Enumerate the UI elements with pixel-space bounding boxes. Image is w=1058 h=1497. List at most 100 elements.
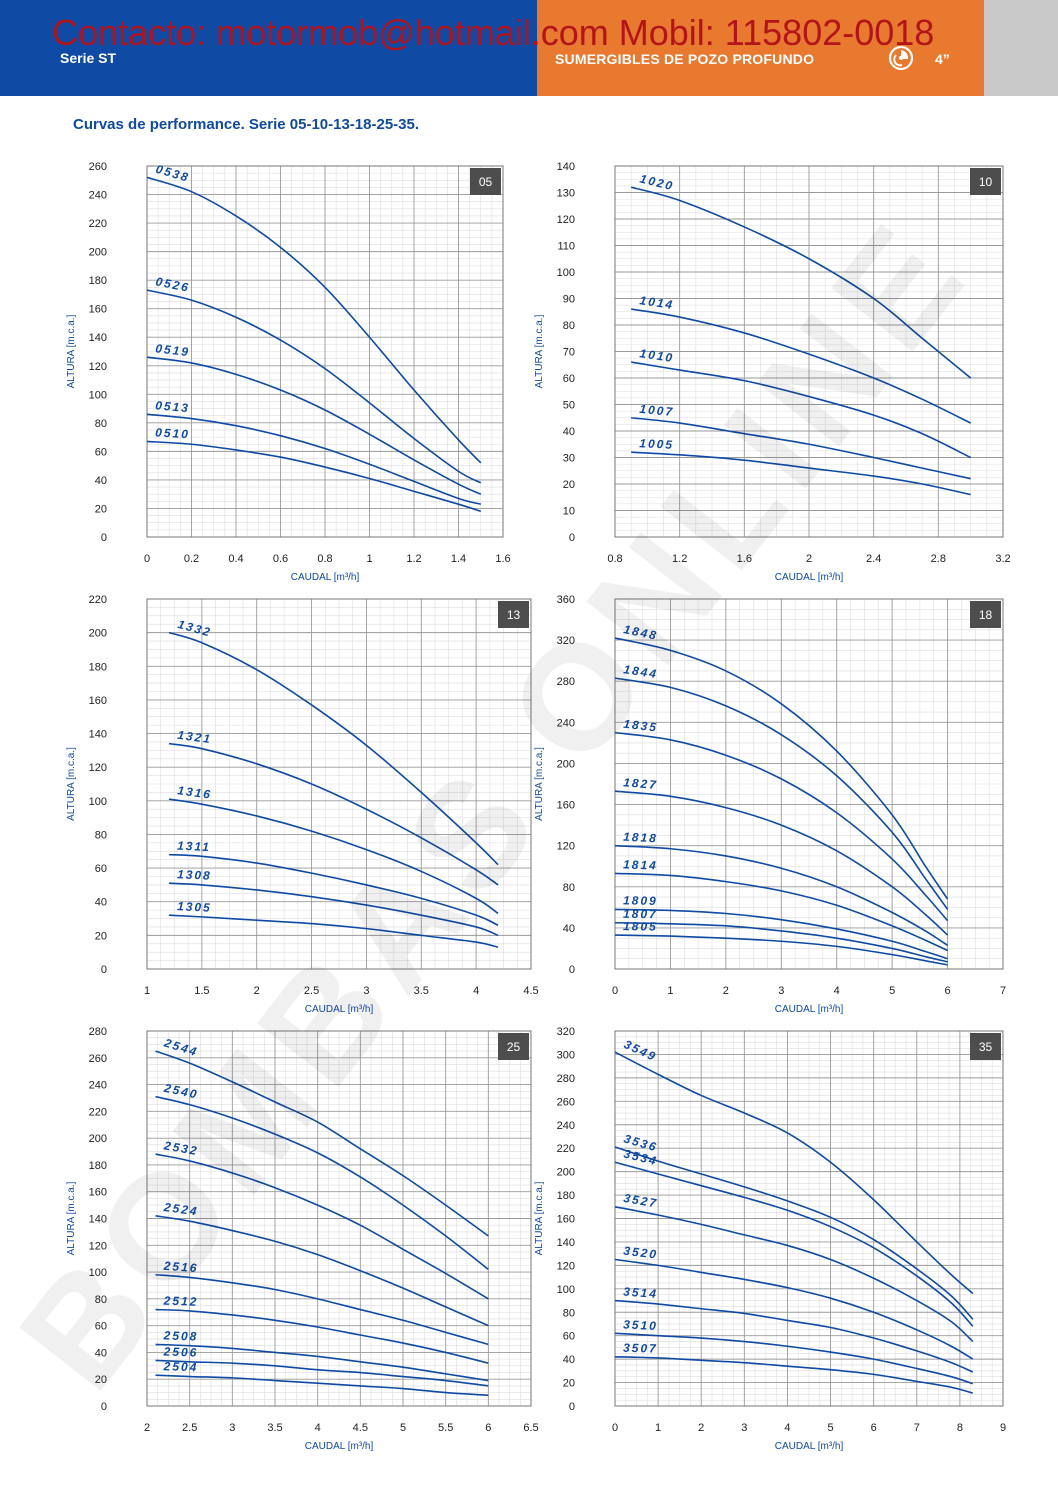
curve-1814 bbox=[614, 872, 948, 952]
x-tick-label: 1.2 bbox=[672, 553, 687, 565]
y-tick-label: 60 bbox=[95, 1321, 107, 1333]
contact-banner: Contacto: motormob@hotmail.com Mobil: 11… bbox=[52, 12, 935, 53]
y-tick-label: 200 bbox=[557, 758, 575, 770]
y-tick-label: 60 bbox=[563, 1331, 575, 1343]
curve-3536 bbox=[614, 1146, 974, 1320]
x-tick-label: 1 bbox=[144, 985, 150, 997]
y-axis-label: ALTURA [m.c.a.] bbox=[534, 1181, 545, 1255]
x-tick-label: 1 bbox=[655, 1422, 661, 1434]
curve-1827 bbox=[614, 790, 949, 936]
curve-1308 bbox=[168, 882, 499, 937]
y-tick-label: 40 bbox=[95, 897, 107, 909]
x-tick-label: 1.6 bbox=[495, 553, 510, 565]
x-tick-label: 2 bbox=[698, 1422, 704, 1434]
plot-frame bbox=[146, 1030, 532, 1407]
y-tick-label: 260 bbox=[89, 1053, 107, 1065]
y-tick-label: 280 bbox=[557, 1073, 575, 1085]
y-tick-label: 160 bbox=[557, 800, 575, 812]
curve-2506 bbox=[155, 1359, 489, 1387]
curve-0513 bbox=[146, 413, 481, 505]
curve-label: 1007 bbox=[639, 402, 675, 419]
y-tick-label: 20 bbox=[563, 1378, 575, 1390]
y-tick-label: 180 bbox=[89, 661, 107, 673]
y-tick-label: 120 bbox=[557, 214, 575, 226]
curve-1835 bbox=[614, 731, 949, 922]
chart-05: 0 0.2 0.4 0.6 0.8 1 1.2 1.4 1.6 0 20 40 60 80 100 120 14… bbox=[66, 161, 511, 583]
y-tick-label: 20 bbox=[95, 1374, 107, 1386]
x-axis-label: CAUDAL [m³/h] bbox=[775, 1441, 844, 1452]
curve-label: 1010 bbox=[639, 346, 675, 365]
y-tick-label: 40 bbox=[563, 1354, 575, 1366]
series-badge-label: 13 bbox=[507, 608, 521, 622]
y-tick-label: 0 bbox=[101, 1401, 107, 1413]
x-tick-label: 2.4 bbox=[866, 553, 881, 565]
y-tick-label: 10 bbox=[563, 506, 575, 518]
x-tick-label: 6.5 bbox=[523, 1422, 538, 1434]
y-tick-label: 0 bbox=[101, 964, 107, 976]
series-badge bbox=[970, 601, 1001, 628]
series-badge-label: 35 bbox=[979, 1040, 993, 1054]
y-tick-label: 320 bbox=[557, 635, 575, 647]
curve-label: 1818 bbox=[623, 830, 658, 846]
y-tick-label: 200 bbox=[557, 1167, 575, 1179]
page-header: Serie ST SUMERGIBLES DE POZO PROFUNDO 4”… bbox=[0, 0, 1058, 96]
curve-label: 0538 bbox=[154, 162, 191, 185]
series-badge bbox=[498, 1033, 529, 1060]
curve-label: 1005 bbox=[639, 436, 674, 452]
curve-label: 0519 bbox=[155, 341, 191, 359]
y-tick-label: 100 bbox=[557, 267, 575, 279]
x-tick-label: 2 bbox=[144, 1422, 150, 1434]
y-tick-label: 40 bbox=[563, 923, 575, 935]
y-tick-label: 120 bbox=[557, 1260, 575, 1272]
x-tick-label: 7 bbox=[1000, 985, 1006, 997]
y-tick-label: 100 bbox=[89, 389, 107, 401]
y-tick-label: 320 bbox=[557, 1026, 575, 1038]
x-tick-label: 4.5 bbox=[523, 985, 538, 997]
y-tick-label: 0 bbox=[569, 532, 575, 544]
x-tick-label: 0.6 bbox=[273, 553, 288, 565]
x-axis-label: CAUDAL [m³/h] bbox=[305, 1441, 374, 1452]
plot-frame bbox=[614, 1030, 1004, 1407]
x-tick-label: 0 bbox=[144, 553, 150, 565]
y-tick-label: 360 bbox=[557, 594, 575, 606]
y-axis-label: ALTURA [m.c.a.] bbox=[66, 1181, 77, 1255]
x-tick-label: 1.4 bbox=[451, 553, 466, 565]
x-tick-label: 4 bbox=[784, 1422, 790, 1434]
x-tick-label: 3 bbox=[363, 985, 369, 997]
y-tick-label: 50 bbox=[563, 400, 575, 412]
series-badge-label: 10 bbox=[979, 175, 993, 189]
y-tick-label: 30 bbox=[563, 453, 575, 465]
curve-label: 1807 bbox=[623, 907, 658, 922]
y-tick-label: 180 bbox=[89, 275, 107, 287]
curve-label: 3520 bbox=[623, 1244, 659, 1262]
x-tick-label: 3.5 bbox=[414, 985, 429, 997]
curve-1809 bbox=[614, 908, 948, 960]
y-tick-label: 0 bbox=[101, 532, 107, 544]
curve-3520 bbox=[614, 1258, 974, 1360]
header-blue-band bbox=[0, 0, 537, 96]
y-tick-label: 240 bbox=[89, 1080, 107, 1092]
curve-1305 bbox=[168, 914, 499, 948]
x-tick-label: 0.8 bbox=[607, 553, 622, 565]
x-tick-label: 6 bbox=[871, 1422, 877, 1434]
curve-0519 bbox=[146, 356, 482, 495]
x-tick-label: 0 bbox=[612, 985, 618, 997]
curve-label: 1844 bbox=[623, 662, 659, 681]
curve-label: 0513 bbox=[155, 398, 191, 415]
y-tick-label: 200 bbox=[89, 1133, 107, 1145]
curve-2532 bbox=[155, 1153, 489, 1300]
y-tick-label: 260 bbox=[557, 1096, 575, 1108]
y-tick-label: 220 bbox=[89, 594, 107, 606]
x-tick-label: 1 bbox=[366, 553, 372, 565]
y-tick-label: 140 bbox=[89, 729, 107, 741]
y-tick-label: 20 bbox=[95, 503, 107, 515]
x-tick-label: 9 bbox=[1000, 1422, 1006, 1434]
y-tick-label: 220 bbox=[89, 218, 107, 230]
x-tick-label: 0.8 bbox=[317, 553, 332, 565]
curve-0526 bbox=[146, 289, 482, 484]
curve-1311 bbox=[168, 853, 499, 926]
header-gray-band bbox=[984, 0, 1058, 96]
x-tick-label: 2 bbox=[723, 985, 729, 997]
